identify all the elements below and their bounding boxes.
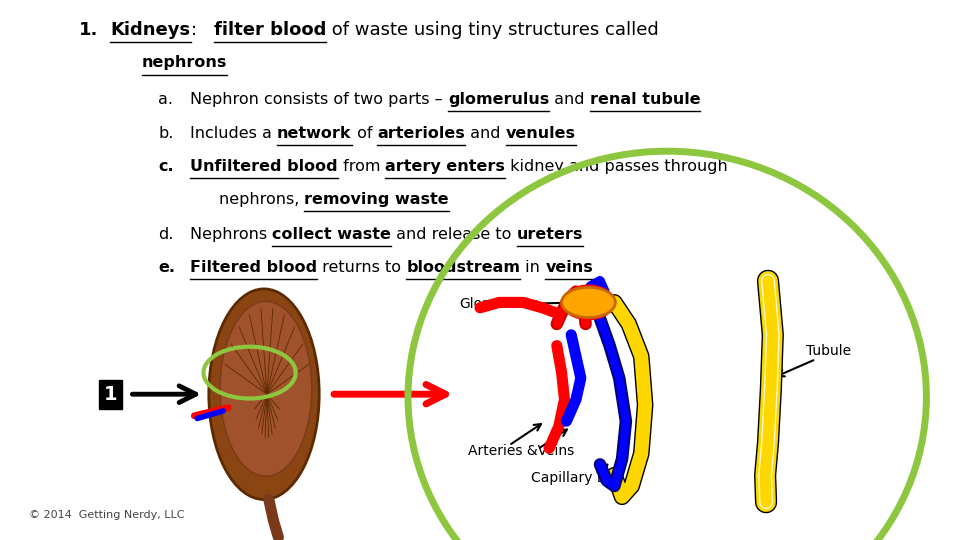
Text: arterioles: arterioles	[377, 126, 465, 141]
Text: Tubule: Tubule	[806, 344, 852, 358]
Text: from: from	[338, 159, 385, 174]
Text: e.: e.	[158, 260, 176, 275]
Text: 1: 1	[104, 384, 117, 404]
Text: venules: venules	[506, 126, 576, 141]
Text: b.: b.	[158, 126, 174, 141]
Text: ureters: ureters	[516, 227, 583, 242]
Text: network: network	[277, 126, 351, 141]
Text: veins: veins	[545, 260, 593, 275]
Text: © 2014  Getting Nerdy, LLC: © 2014 Getting Nerdy, LLC	[29, 510, 184, 521]
Text: in: in	[520, 260, 545, 275]
Ellipse shape	[220, 301, 312, 476]
Text: and release to: and release to	[392, 227, 516, 242]
Text: Includes a: Includes a	[190, 126, 277, 141]
Ellipse shape	[208, 289, 319, 500]
Text: a.: a.	[158, 92, 174, 107]
Circle shape	[562, 287, 615, 318]
Text: renal tubule: renal tubule	[589, 92, 701, 107]
Text: Unfiltered blood: Unfiltered blood	[190, 159, 338, 174]
Text: c.: c.	[158, 159, 174, 174]
Text: bloodstream: bloodstream	[406, 260, 520, 275]
Text: Capillary Bed: Capillary Bed	[531, 471, 624, 485]
Text: removing waste: removing waste	[304, 192, 449, 207]
Text: Glomerulus: Glomerulus	[459, 297, 539, 311]
Text: Nephron consists of two parts –: Nephron consists of two parts –	[190, 92, 447, 107]
Text: and: and	[465, 126, 506, 141]
Text: Filtered blood: Filtered blood	[190, 260, 317, 275]
Text: Kidneys: Kidneys	[110, 21, 190, 39]
Text: of waste using tiny structures called: of waste using tiny structures called	[326, 21, 659, 39]
Text: d.: d.	[158, 227, 174, 242]
Text: of: of	[351, 126, 377, 141]
Text: returns to: returns to	[317, 260, 406, 275]
Text: Nephrons: Nephrons	[190, 227, 273, 242]
Text: collect waste: collect waste	[273, 227, 392, 242]
Text: Arteries &Veins: Arteries &Veins	[468, 444, 575, 458]
Text: nephrons,: nephrons,	[219, 192, 304, 207]
Text: filter blood: filter blood	[214, 21, 326, 39]
Text: :: :	[190, 21, 214, 39]
Text: nephrons: nephrons	[142, 56, 228, 71]
Text: 1.: 1.	[79, 21, 98, 39]
Text: and: and	[549, 92, 589, 107]
Text: kidney and passes through: kidney and passes through	[505, 159, 728, 174]
Text: glomerulus: glomerulus	[447, 92, 549, 107]
Text: artery enters: artery enters	[385, 159, 505, 174]
